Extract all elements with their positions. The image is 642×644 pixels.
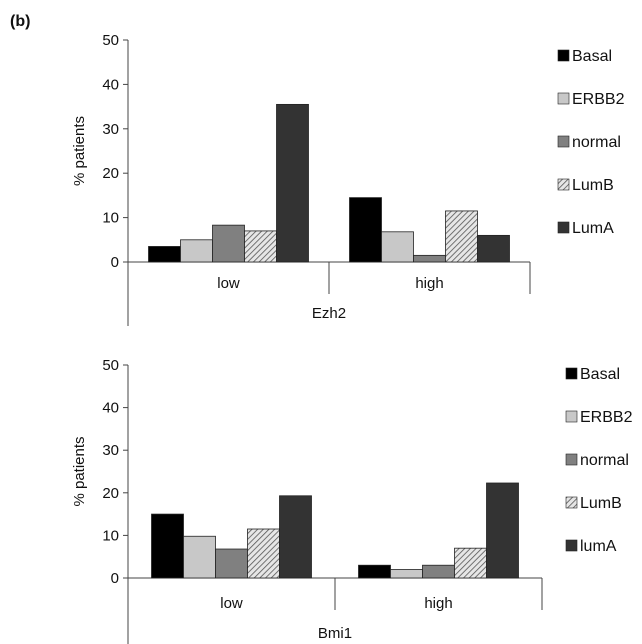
- y-axis-title: % patients: [71, 116, 88, 186]
- y-axis-title: % patients: [71, 436, 88, 506]
- y-tick-label: 40: [102, 400, 119, 417]
- bar: [477, 234, 510, 263]
- legend-swatch: [565, 410, 578, 423]
- chart-bmi1: 0 10 20 30 40 50 % patients low high Bmi1 Basal ERB…: [71, 357, 633, 644]
- y-tick-label: 0: [111, 254, 119, 271]
- category-label: high: [424, 595, 452, 612]
- bar: [422, 564, 455, 579]
- legend-label: lumA: [580, 538, 617, 555]
- category-label: low: [217, 275, 240, 292]
- bar: [183, 535, 216, 579]
- legend-swatch: [557, 49, 570, 62]
- x-axis-title: Ezh2: [312, 305, 346, 322]
- bar: [276, 103, 309, 263]
- legend-swatch: [565, 496, 578, 509]
- bar: [390, 569, 423, 579]
- y-tick-label: 40: [102, 76, 119, 93]
- legend-swatch: [557, 178, 570, 191]
- y-tick-label: 50: [102, 357, 119, 374]
- bar: [151, 513, 184, 579]
- bar: [212, 224, 245, 263]
- bar: [381, 231, 414, 263]
- legend-label: Basal: [572, 48, 612, 65]
- y-tick-label: 30: [102, 442, 119, 459]
- x-axis-title: Bmi1: [318, 625, 352, 642]
- y-tick-label: 20: [102, 485, 119, 502]
- y-tick-label: 0: [111, 570, 119, 587]
- legend-label: normal: [572, 134, 621, 151]
- y-tick-label: 30: [102, 121, 119, 138]
- bar: [180, 239, 213, 263]
- bar: [486, 482, 519, 579]
- legend-swatch: [565, 539, 578, 552]
- bar: [358, 564, 391, 579]
- legend-label: normal: [580, 452, 629, 469]
- legend-label: LumB: [572, 177, 614, 194]
- panel-label: (b): [10, 13, 30, 30]
- bar: [279, 495, 312, 579]
- legend-swatch: [565, 453, 578, 466]
- bar: [349, 197, 382, 263]
- y-tick-label: 50: [102, 32, 119, 49]
- bar: [215, 548, 248, 579]
- bar: [445, 210, 478, 263]
- category-label: high: [415, 275, 443, 292]
- y-tick-label: 20: [102, 165, 119, 182]
- bar: [454, 547, 487, 579]
- legend-label: ERBB2: [572, 91, 625, 108]
- legend-swatch: [557, 135, 570, 148]
- y-tick-label: 10: [102, 527, 119, 544]
- chart-ezh2: 0 10 20 30 40 50 % patients low high Ezh2 Basal ERB…: [71, 32, 625, 326]
- legend-label: LumA: [572, 220, 614, 237]
- bar: [244, 230, 277, 263]
- legend-label: LumB: [580, 495, 622, 512]
- legend-label: Basal: [580, 366, 620, 383]
- y-tick-label: 10: [102, 210, 119, 227]
- bar: [413, 254, 446, 263]
- legend-swatch: [557, 221, 570, 234]
- legend-swatch: [557, 92, 570, 105]
- legend-label: ERBB2: [580, 409, 633, 426]
- bar: [148, 246, 181, 263]
- legend-swatch: [565, 367, 578, 380]
- bar: [247, 528, 280, 579]
- category-label: low: [220, 595, 243, 612]
